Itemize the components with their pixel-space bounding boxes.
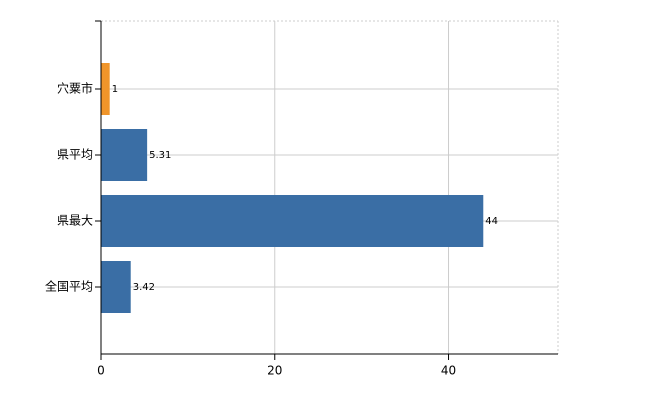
y-tick-label: 県最大 [57,214,93,228]
value-label: 5.31 [149,150,171,161]
x-tick-label: 0 [97,364,105,378]
bar [101,195,484,247]
value-label: 44 [485,216,498,227]
bar [101,129,148,181]
y-tick-label: 全国平均 [45,279,93,294]
value-label: 3.42 [133,282,155,293]
value-label: 1 [112,84,118,95]
y-tick-label: 穴粟市 [57,81,93,96]
y-tick-label: 県平均 [57,148,93,162]
x-tick-label: 40 [441,364,456,378]
bar [101,63,110,115]
x-tick-label: 20 [267,364,282,378]
bar [101,261,131,313]
